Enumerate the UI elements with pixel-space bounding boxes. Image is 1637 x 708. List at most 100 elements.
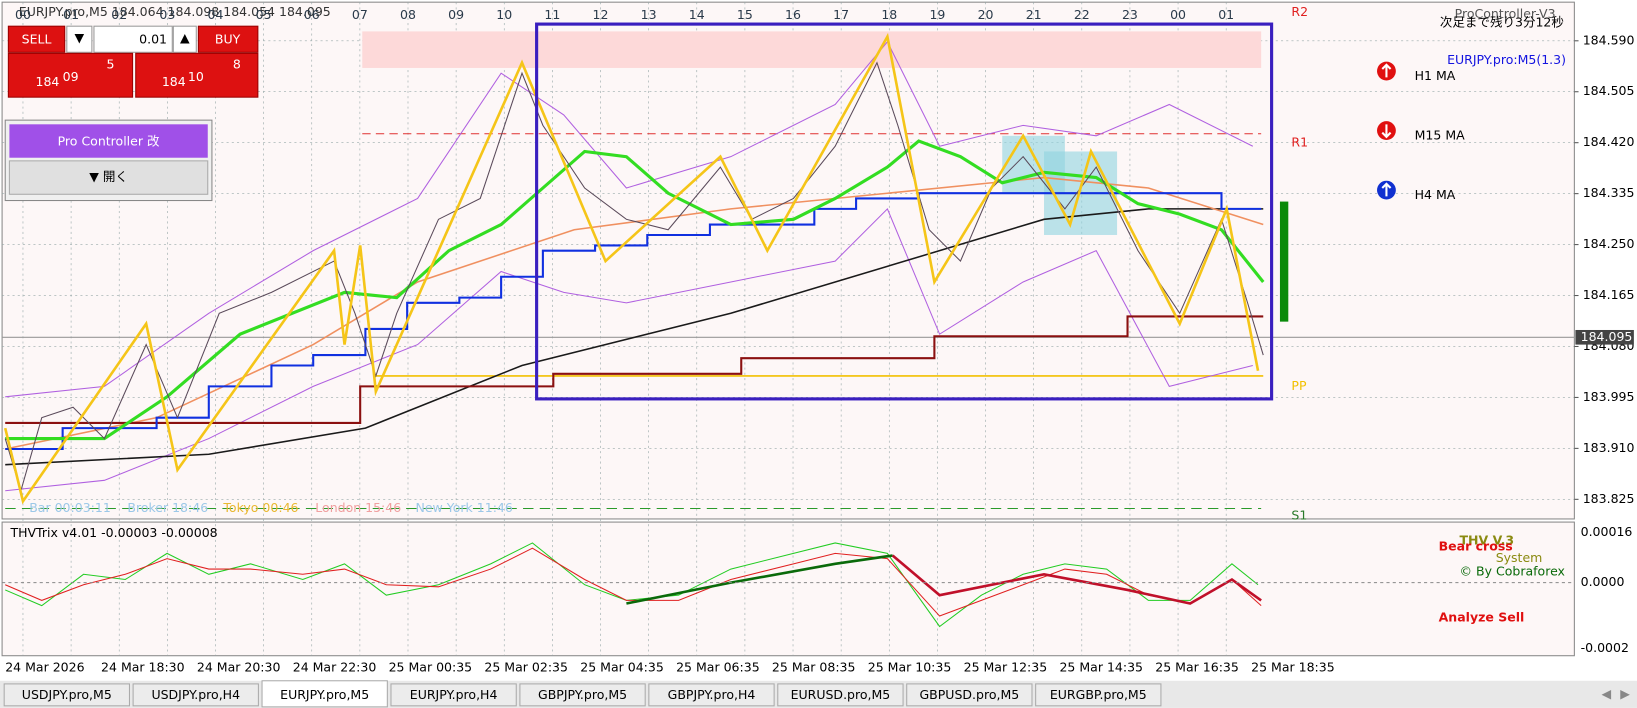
hour-label: 18 — [881, 7, 897, 22]
oscillator-trend — [626, 554, 893, 605]
oscillator-axis-label: -0.0002 — [1581, 640, 1629, 655]
lot-up[interactable] — [172, 25, 197, 53]
tab[interactable] — [648, 683, 775, 707]
system: System — [1496, 550, 1543, 565]
ma-legend-label: H1 MA — [1415, 68, 1456, 83]
tab[interactable] — [519, 683, 646, 707]
pivot-label: PP — [1291, 378, 1307, 393]
arrow: ▼ — [75, 30, 85, 45]
time-label: 25 Mar 18:35 — [1251, 660, 1335, 675]
controller-title: Pro Controller 改 — [58, 134, 160, 149]
ma-fast — [5, 139, 1265, 441]
tab-label: GBPUSD.pro,M5 — [919, 687, 1019, 702]
indicator-name: ProController-V3 — [1455, 6, 1556, 21]
ma-icon-arrow — [1381, 124, 1392, 139]
tab-label: EURJPY.pro,H4 — [410, 687, 498, 702]
ma-icon-arrow — [1381, 63, 1392, 78]
hour-label: 06 — [304, 7, 320, 22]
oscillator-axis-label: 0.00016 — [1581, 524, 1633, 539]
tab[interactable] — [1035, 683, 1162, 707]
symbol-label: EURJPY.pro:M5(1.3) — [1447, 52, 1566, 67]
pivot-label: S1 — [1291, 507, 1307, 522]
tab[interactable] — [390, 683, 517, 707]
time-label: 24 Mar 22:30 — [293, 660, 377, 675]
signal-bar — [1279, 201, 1289, 322]
tab[interactable] — [132, 683, 259, 707]
hour-label: 17 — [833, 7, 849, 22]
time-label: 25 Mar 06:35 — [676, 660, 760, 675]
ask-box[interactable] — [135, 52, 259, 98]
ma-legend: H1 MA M15 MA H4 MA — [1415, 68, 1466, 202]
step-line — [5, 315, 1264, 424]
session-label: Bar 00:03:11 — [29, 500, 111, 515]
hour-label: 04 — [208, 7, 224, 22]
tab[interactable] — [906, 683, 1033, 707]
tab-label: EURGBP.pro,M5 — [1050, 687, 1147, 702]
tab[interactable] — [261, 680, 388, 708]
tab-label: USDJPY.pro,H4 — [151, 687, 240, 702]
time-label: 25 Mar 16:35 — [1155, 660, 1239, 675]
hour-label: 01 — [63, 7, 79, 22]
open-button[interactable] — [8, 160, 209, 195]
lot-down[interactable] — [66, 25, 93, 53]
bid-box[interactable] — [7, 52, 134, 98]
hour-label: 02 — [111, 7, 127, 22]
scroll-left[interactable]: ◀ — [1602, 686, 1612, 701]
hour-label: 10 — [496, 7, 512, 22]
grid — [2, 2, 1575, 656]
time-label: 25 Mar 12:35 — [964, 660, 1048, 675]
bid-main: 09 — [63, 69, 79, 84]
signal: Bear cross — [1439, 539, 1513, 554]
time-label: 24 Mar 20:30 — [197, 660, 281, 675]
session-label: New York 11:46 — [416, 500, 513, 515]
hour-label: 14 — [689, 7, 705, 22]
oscillator-axis-label: 0.0000 — [1581, 574, 1625, 589]
tab-label: GBPJPY.pro,H4 — [668, 687, 756, 702]
hour-label: 21 — [1026, 7, 1042, 22]
price-label: 183.910 — [1583, 440, 1635, 455]
tab[interactable] — [777, 683, 904, 707]
hour-label: 22 — [1074, 7, 1090, 22]
symbol-info: EURJPY.pro,M5 184.064 184.098 184.054 18… — [19, 4, 331, 19]
time-label: 24 Mar 18:30 — [101, 660, 185, 675]
tab[interactable] — [3, 683, 130, 707]
tab-label: EURJPY.pro,M5 — [280, 687, 369, 702]
zigzag — [3, 32, 1260, 505]
buy-button[interactable] — [197, 25, 259, 53]
pivot-label: R2 — [1291, 4, 1308, 19]
tab-label: EURUSD.pro,M5 — [791, 687, 891, 702]
arrow: ▲ — [180, 30, 190, 45]
oscillator-main — [5, 547, 1262, 617]
sell-label: SELL — [22, 31, 52, 46]
hour-label: 15 — [737, 7, 753, 22]
open-button-label: ▼ 開く — [89, 169, 128, 184]
hour-label: 16 — [785, 7, 801, 22]
current-price: 184.095 — [1581, 329, 1633, 344]
analysis: Analyze Sell — [1439, 610, 1525, 625]
hour-label: 09 — [448, 7, 464, 22]
time-label: 25 Mar 02:35 — [484, 660, 568, 675]
band-lower — [5, 207, 1253, 492]
tab-label: USDJPY.pro,M5 — [22, 687, 112, 702]
hour-label: 12 — [593, 7, 609, 22]
time-label: 25 Mar 00:35 — [389, 660, 473, 675]
price-label: 184.420 — [1583, 134, 1635, 149]
hour-label: 00 — [1170, 7, 1186, 22]
oscillator-title: THVTrix v4.01 -0.00003 -0.00008 — [9, 525, 217, 540]
time-label: 25 Mar 10:35 — [868, 660, 952, 675]
ma-legend-label: M15 MA — [1415, 127, 1466, 142]
time-label: 25 Mar 04:35 — [580, 660, 664, 675]
session-label: Broker 18:46 — [127, 500, 208, 515]
pivot-label: R1 — [1291, 135, 1308, 150]
hour-label: 11 — [544, 7, 560, 22]
sell-button[interactable] — [7, 25, 66, 53]
scroll-right[interactable]: ▶ — [1620, 686, 1630, 701]
price-label: 184.590 — [1583, 32, 1635, 47]
oscillator-trend — [891, 554, 1262, 605]
hour-label: 19 — [929, 7, 945, 22]
resistance-zone — [362, 31, 1262, 68]
lot-input[interactable] — [93, 25, 173, 53]
price-label: 184.165 — [1583, 287, 1635, 302]
ma-long — [5, 208, 1264, 466]
